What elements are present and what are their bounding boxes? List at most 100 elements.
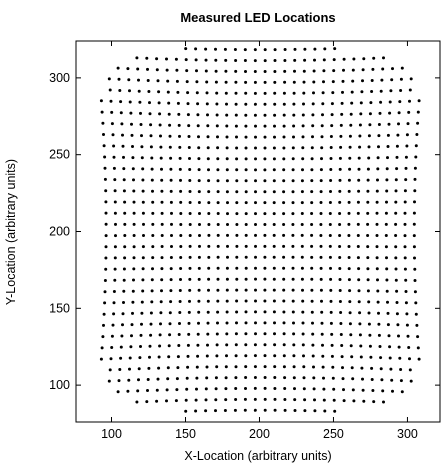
led-point [166, 90, 170, 94]
led-point [263, 91, 267, 95]
led-point [263, 365, 267, 369]
led-point [186, 113, 190, 117]
led-point [293, 69, 296, 73]
led-point [319, 179, 323, 183]
led-point [235, 201, 239, 205]
led-point [366, 234, 370, 237]
led-point [158, 123, 162, 127]
led-point [253, 386, 257, 390]
led-point [416, 110, 420, 114]
led-point [197, 321, 200, 325]
led-point [179, 189, 183, 193]
led-point [244, 124, 248, 128]
led-point [301, 299, 305, 303]
led-point [113, 245, 117, 249]
led-point [273, 135, 276, 139]
led-point [338, 300, 342, 303]
led-point [310, 157, 314, 161]
led-point [272, 288, 276, 292]
led-point [358, 123, 362, 127]
led-point [348, 134, 352, 138]
led-point [377, 333, 381, 337]
led-point [301, 310, 305, 314]
led-point [391, 389, 394, 393]
led-point [107, 77, 111, 81]
led-point [340, 344, 344, 347]
led-point [225, 157, 229, 161]
led-point [301, 157, 305, 161]
led-point [394, 256, 398, 260]
led-point [291, 201, 295, 205]
led-point [206, 113, 209, 117]
led-point [179, 267, 183, 270]
led-point [112, 290, 116, 293]
led-point [141, 289, 145, 293]
led-point [169, 300, 173, 304]
led-point [375, 211, 379, 215]
led-point [273, 332, 276, 336]
led-point [377, 134, 381, 138]
led-point [273, 59, 277, 62]
y-tick-label: 100 [49, 378, 70, 392]
led-point [310, 212, 314, 215]
led-point [368, 112, 372, 116]
led-point [385, 200, 388, 204]
led-point [367, 300, 371, 304]
led-point [329, 190, 332, 193]
led-point [155, 399, 159, 403]
led-point [282, 146, 286, 150]
led-point [351, 388, 355, 392]
led-point [303, 58, 307, 62]
led-point [107, 379, 111, 383]
led-point [244, 365, 248, 369]
led-point [165, 399, 168, 403]
led-point [282, 255, 286, 259]
led-point [197, 190, 201, 194]
led-point [102, 133, 105, 136]
led-point [186, 365, 190, 369]
led-point [347, 278, 351, 282]
y-tick-label: 300 [49, 71, 70, 85]
led-point [104, 211, 108, 215]
led-point [377, 123, 381, 126]
led-point [254, 135, 257, 139]
led-point [233, 48, 237, 51]
led-point [291, 277, 295, 281]
led-point [157, 355, 161, 359]
led-point [283, 48, 287, 51]
led-point [321, 113, 324, 117]
led-point [233, 408, 237, 412]
led-point [329, 321, 333, 325]
led-point [291, 266, 295, 270]
led-point [226, 244, 229, 248]
led-point [302, 80, 306, 84]
led-point [407, 110, 411, 114]
led-point [359, 112, 363, 116]
led-point [386, 156, 389, 160]
led-point [147, 366, 151, 370]
led-point [348, 300, 352, 304]
led-point [216, 135, 219, 139]
y-tick-label: 150 [49, 301, 70, 315]
led-point [339, 145, 343, 149]
led-point [404, 278, 408, 282]
led-point [301, 321, 305, 325]
led-point [329, 135, 333, 138]
led-point [389, 89, 393, 93]
led-point [347, 256, 351, 259]
led-point [116, 66, 120, 70]
led-point [194, 58, 198, 62]
led-point [188, 288, 192, 292]
led-point [356, 256, 360, 260]
led-point [244, 102, 248, 106]
led-point [159, 311, 163, 315]
led-point [234, 124, 238, 128]
led-point [197, 135, 200, 139]
led-point [300, 179, 304, 183]
led-point [347, 222, 351, 226]
led-point [225, 299, 229, 303]
led-point [375, 234, 379, 237]
led-point [282, 277, 286, 281]
led-point [149, 145, 153, 149]
